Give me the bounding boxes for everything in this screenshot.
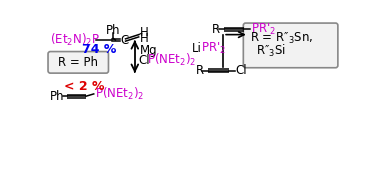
Text: Cl: Cl bbox=[138, 53, 150, 67]
Text: P(NEt$_2$)$_2$: P(NEt$_2$)$_2$ bbox=[94, 86, 144, 102]
Text: (Et$_2$N)$_2$P: (Et$_2$N)$_2$P bbox=[50, 32, 101, 48]
Text: C: C bbox=[121, 34, 129, 47]
Text: R: R bbox=[212, 23, 220, 36]
Text: 74 %: 74 % bbox=[82, 43, 116, 56]
Text: Ph: Ph bbox=[50, 90, 65, 103]
Text: H: H bbox=[139, 32, 148, 45]
Text: H: H bbox=[139, 26, 148, 39]
FancyBboxPatch shape bbox=[243, 23, 338, 68]
Text: < 2 %: < 2 % bbox=[64, 80, 105, 93]
Text: Li: Li bbox=[192, 42, 202, 55]
FancyBboxPatch shape bbox=[48, 52, 108, 73]
Text: Cl: Cl bbox=[235, 64, 247, 77]
Text: R = Ph: R = Ph bbox=[58, 56, 98, 69]
Text: R = R″$_3$Sn,: R = R″$_3$Sn, bbox=[250, 31, 314, 46]
Text: Ph: Ph bbox=[106, 24, 120, 37]
Text: R″$_3$Si: R″$_3$Si bbox=[257, 43, 287, 59]
Text: Mg: Mg bbox=[140, 44, 158, 57]
Text: P(NEt$_2$)$_2$: P(NEt$_2$)$_2$ bbox=[147, 52, 197, 68]
Text: PR'$_2$: PR'$_2$ bbox=[201, 41, 226, 56]
Text: PR'$_2$: PR'$_2$ bbox=[251, 22, 276, 37]
Text: R: R bbox=[196, 64, 204, 77]
